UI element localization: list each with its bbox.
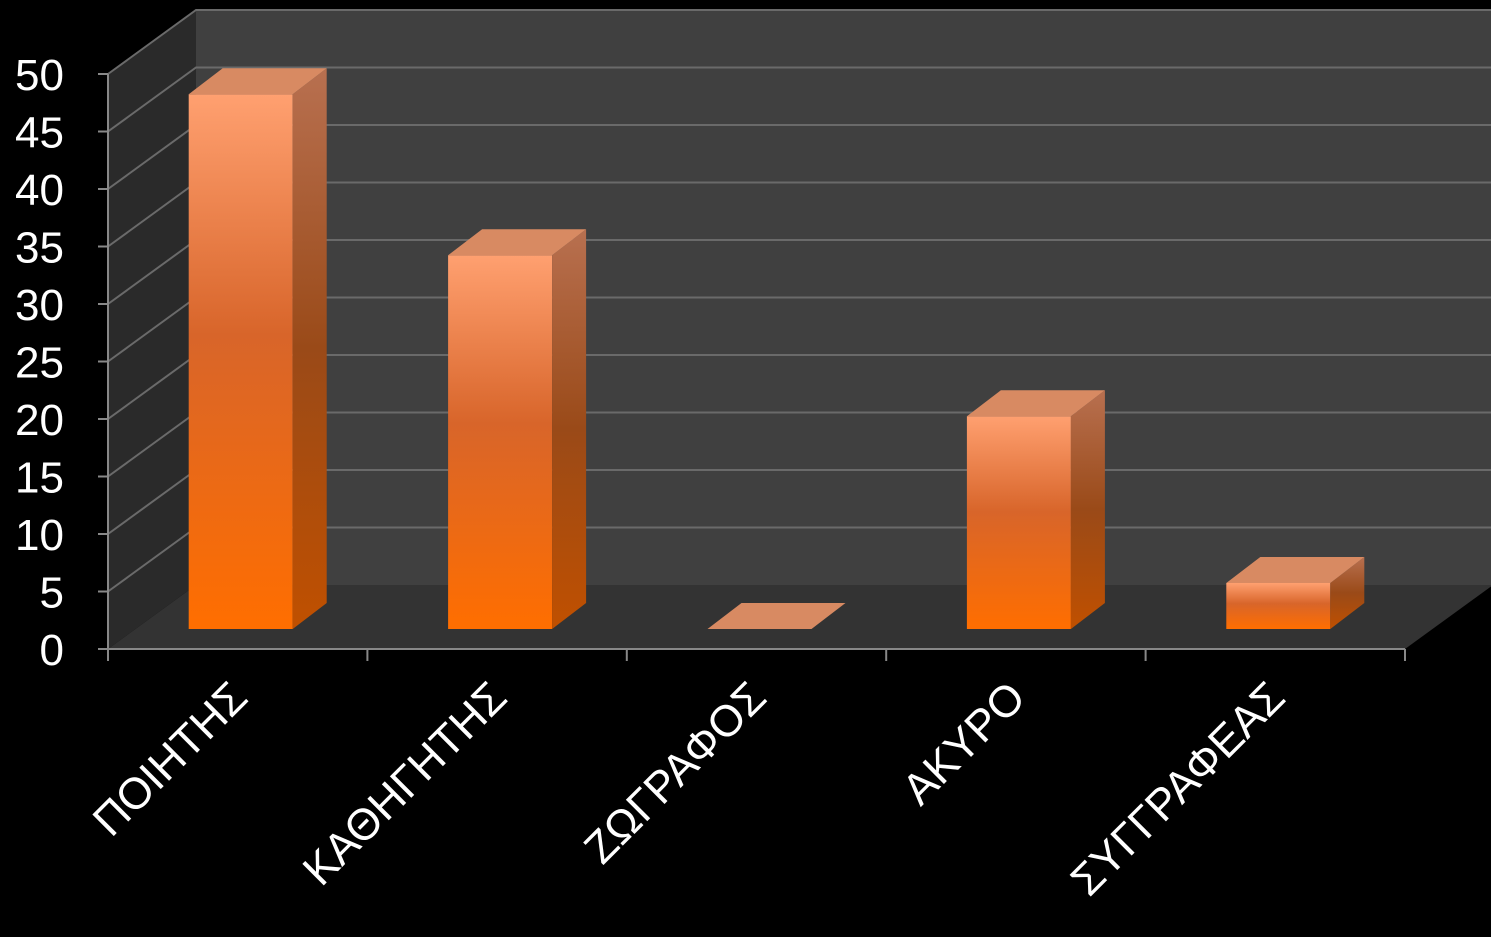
x-category-label: ΚΑΘΗΓΗΤΗΣ bbox=[294, 672, 516, 894]
x-category-label: ΣΥΓΓΡΑΦΕΑΣ bbox=[1062, 672, 1295, 905]
gridline bbox=[107, 66, 1491, 133]
gridline bbox=[107, 9, 1491, 75]
y-tick-label: 15 bbox=[15, 454, 64, 503]
bar bbox=[448, 229, 587, 629]
bar-top-face bbox=[966, 390, 1105, 417]
y-tick-label: 0 bbox=[40, 626, 64, 675]
bar-top-face bbox=[707, 603, 846, 629]
y-tick-label: 10 bbox=[15, 511, 64, 560]
y-tick-label: 45 bbox=[15, 109, 64, 158]
bar-side-face bbox=[1070, 390, 1105, 629]
bar-front-face bbox=[448, 255, 553, 629]
axes bbox=[98, 73, 1406, 661]
bar-side-face bbox=[292, 68, 327, 629]
y-tick-label: 20 bbox=[15, 396, 64, 445]
x-tick-labels: ΠΟΙΗΤΗΣ ΚΑΘΗΓΗΤΗΣ ΖΩΓΡΑΦΟΣ ΑΚΥΡΟ ΣΥΓΓΡΑΦΕΑΣ bbox=[84, 672, 1295, 905]
bar bbox=[966, 390, 1105, 629]
bar-front-face bbox=[966, 416, 1071, 629]
bar-side-face bbox=[552, 229, 587, 629]
y-tick-label: 25 bbox=[15, 339, 64, 388]
x-category-label: ΖΩΓΡΑΦΟΣ bbox=[575, 672, 776, 873]
bar-front-face bbox=[188, 94, 293, 629]
y-tick-label: 40 bbox=[15, 166, 64, 215]
bar-top-face bbox=[448, 229, 587, 256]
bar bbox=[1226, 557, 1365, 629]
bar bbox=[707, 603, 846, 629]
bar-side-face bbox=[1330, 557, 1365, 629]
bar bbox=[188, 68, 327, 629]
y-tick-labels: 0 5 10 15 20 25 30 35 40 45 50 bbox=[15, 51, 64, 675]
bar-top-face bbox=[1226, 557, 1365, 583]
bar-front-face bbox=[1226, 583, 1331, 629]
x-category-label: ΠΟΙΗΤΗΣ bbox=[84, 672, 257, 845]
y-tick-label: 30 bbox=[15, 281, 64, 330]
bar-top-face bbox=[188, 68, 327, 95]
y-tick-label: 5 bbox=[40, 569, 64, 618]
bars bbox=[188, 68, 1365, 629]
x-category-label: ΑΚΥΡΟ bbox=[893, 672, 1035, 814]
y-tick-label: 50 bbox=[15, 51, 64, 100]
y-tick-label: 35 bbox=[15, 224, 64, 273]
